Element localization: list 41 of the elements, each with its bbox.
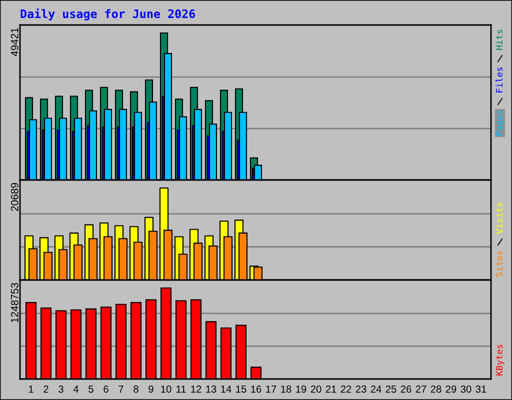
text: Hits: [496, 30, 503, 50]
x-tick-label: 18: [281, 386, 292, 393]
x-tick-label: 30: [460, 386, 472, 393]
x-tick-label: 10: [161, 386, 172, 393]
x-tick-label: 31: [476, 386, 486, 393]
text: KBytes: [496, 344, 504, 376]
x-tick-label: 7: [118, 386, 124, 393]
x-tick-label: 3: [58, 386, 64, 393]
x-tick-label: 5: [88, 386, 94, 393]
x-tick-label: 21: [326, 386, 336, 393]
text: Pages: [496, 110, 504, 136]
text: Visits: [496, 202, 503, 234]
x-tick-label: 22: [340, 386, 352, 393]
x-tick-label: 19: [296, 386, 306, 393]
x-tick-label: 16: [251, 386, 262, 393]
x-tick-label: 9: [148, 386, 154, 393]
x-tick-label: 25: [386, 386, 396, 393]
x-tick-label: 13: [206, 386, 216, 393]
text: 20689: [10, 182, 18, 211]
x-tick-label: 17: [266, 386, 276, 393]
x-tick-label: 28: [430, 386, 442, 393]
x-tick-label: 24: [370, 386, 382, 393]
x-tick-label: 6: [104, 386, 108, 393]
x-tick-label: 4: [73, 386, 79, 393]
x-tick-label: 26: [400, 386, 412, 393]
x-tick-label: 2: [44, 386, 48, 393]
x-tick-label: 12: [191, 386, 202, 393]
x-tick-label: 8: [134, 386, 138, 393]
x-tick-label: 23: [356, 386, 366, 393]
text: Sites: [496, 251, 503, 276]
x-tick-label: 20: [310, 386, 322, 393]
x-tick-label: 27: [416, 386, 426, 393]
text: Files: [496, 68, 503, 92]
x-tick-label: 15: [236, 386, 246, 393]
text: 1248753: [10, 282, 18, 322]
x-tick-label: 11: [176, 386, 186, 393]
chart-title: Daily usage for June 2026: [20, 8, 195, 20]
x-tick-label: 1: [28, 386, 34, 393]
x-tick-label: 14: [221, 386, 232, 393]
x-tick-label: 29: [446, 386, 456, 393]
text: 49421: [10, 28, 18, 56]
